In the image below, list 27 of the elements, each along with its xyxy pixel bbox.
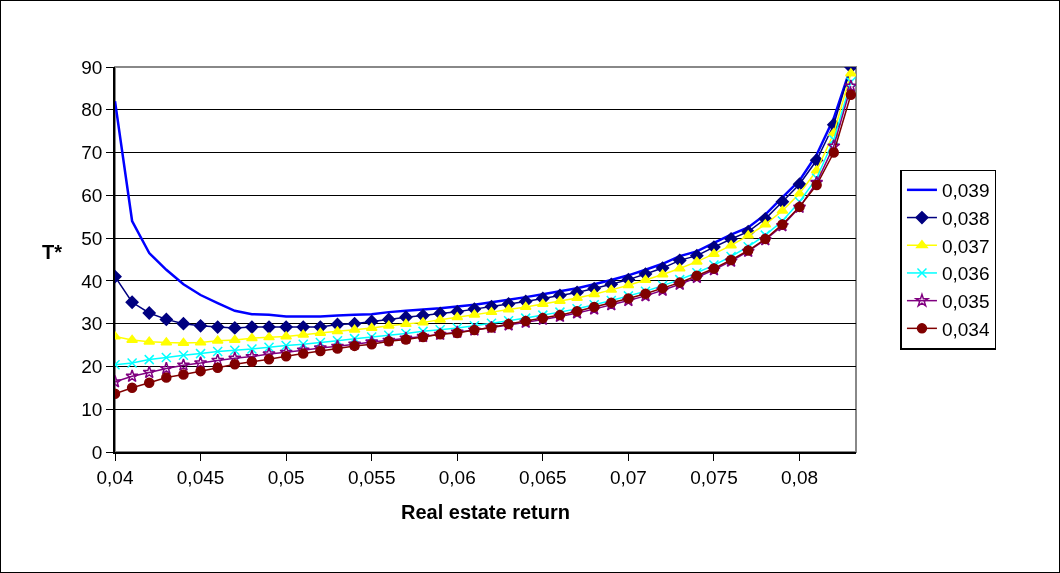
x-tick-label: 0,08	[781, 466, 819, 488]
y-tick-label: 40	[81, 270, 103, 292]
x-tick-label: 0,05	[267, 466, 305, 488]
legend-label: 0,034	[941, 318, 990, 340]
y-tick-label: 10	[81, 398, 103, 420]
legend-label: 0,038	[941, 207, 990, 229]
legend-label: 0,037	[941, 235, 990, 257]
x-axis-title: Real estate return	[401, 500, 570, 523]
y-tick-label: 20	[81, 356, 103, 378]
y-tick-label: 70	[81, 142, 103, 164]
x-tick-label: 0,065	[519, 466, 567, 488]
y-tick-label: 80	[81, 99, 103, 121]
x-tick-label: 0,045	[176, 466, 225, 488]
y-tick-label: 50	[81, 227, 103, 249]
x-tick-label: 0,055	[347, 466, 396, 488]
y-tick-label: 30	[81, 313, 103, 335]
x-tick-label: 0,075	[690, 466, 738, 488]
legend-label: 0,039	[941, 180, 990, 202]
y-axis-title: T*	[42, 241, 63, 263]
x-tick-label: 0,06	[438, 466, 476, 488]
x-tick-label: 0,04	[96, 466, 134, 488]
legend-label: 0,035	[941, 291, 990, 313]
y-tick-label: 60	[81, 184, 103, 206]
y-tick-label: 90	[81, 56, 103, 78]
x-tick-label: 0,07	[609, 466, 647, 488]
legend-label: 0,036	[941, 263, 990, 285]
y-tick-label: 0	[91, 441, 103, 463]
